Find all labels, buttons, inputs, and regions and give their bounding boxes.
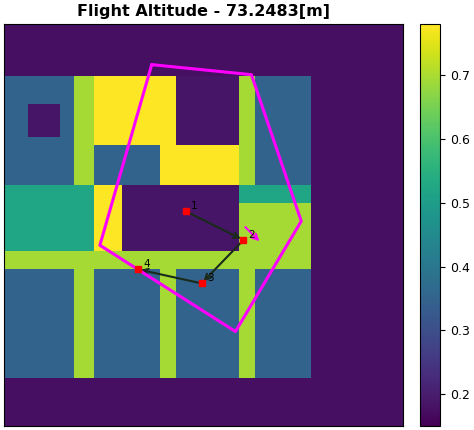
Title: Flight Altitude - 73.2483[m]: Flight Altitude - 73.2483[m]: [77, 4, 330, 19]
Text: 3: 3: [207, 273, 213, 283]
Text: 4: 4: [143, 259, 150, 269]
Text: 2: 2: [248, 230, 255, 240]
Text: 1: 1: [191, 201, 197, 211]
